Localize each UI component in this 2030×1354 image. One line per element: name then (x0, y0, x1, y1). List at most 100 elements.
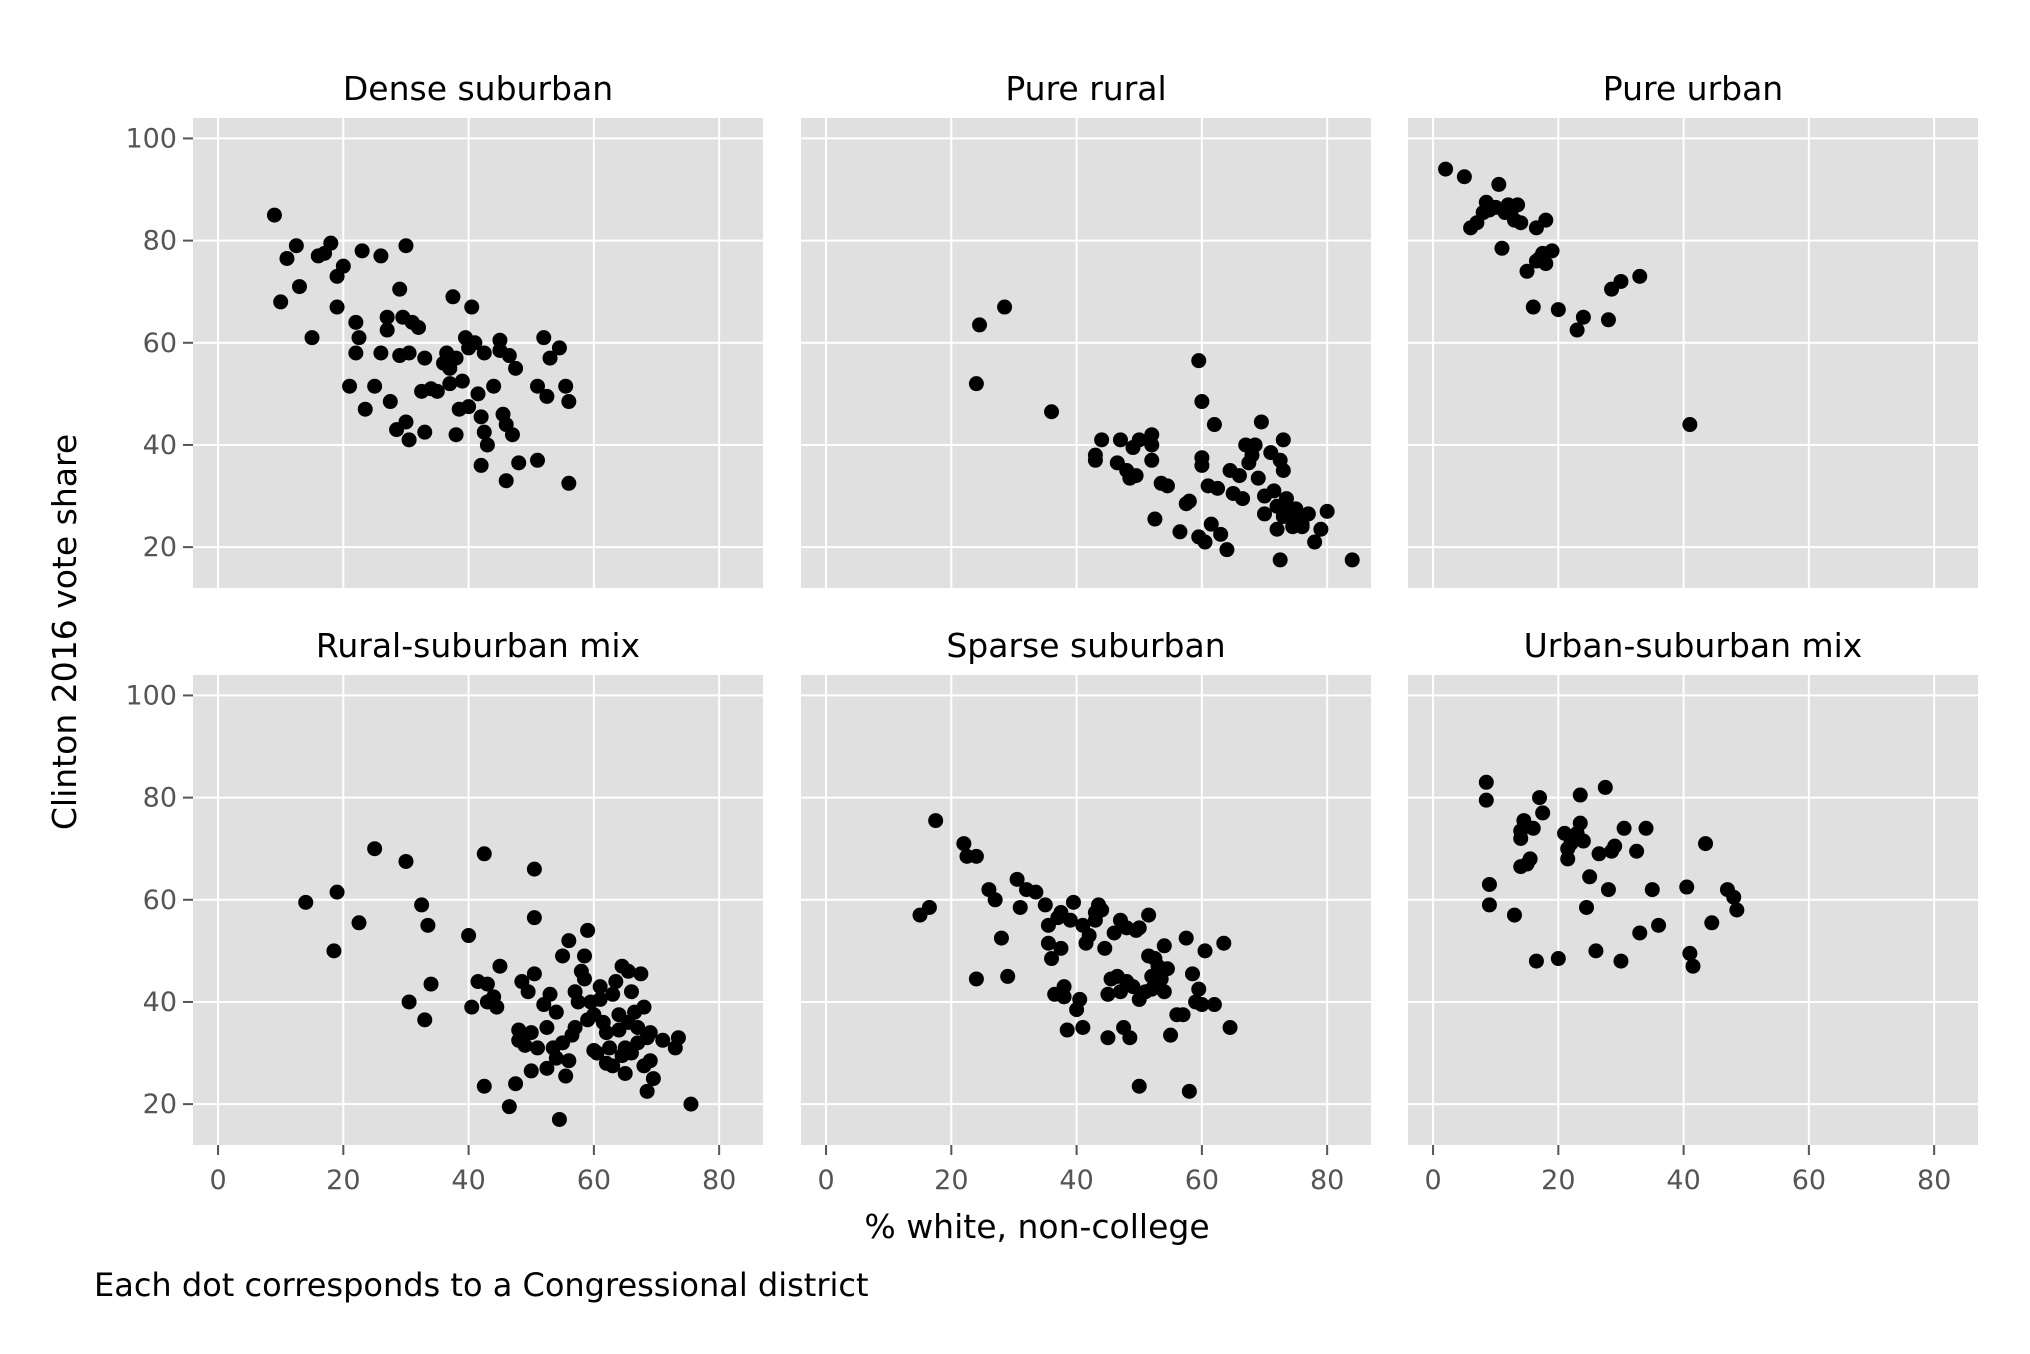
data-point (417, 1012, 433, 1028)
data-point (1231, 468, 1247, 484)
data-point (464, 299, 480, 315)
data-point (1131, 432, 1147, 448)
data-point (1197, 943, 1213, 959)
data-point (561, 394, 577, 410)
x-axis-title: % white, non-college (864, 1207, 1209, 1246)
data-point (1525, 820, 1541, 836)
facet-rural-suburban-mix: Rural-suburban mix 20 40 60 80 100 0 20 40 60 80 (125, 626, 763, 1196)
data-point (401, 432, 417, 448)
data-point (323, 235, 339, 251)
data-point (1194, 394, 1210, 410)
data-point (1550, 302, 1566, 318)
panel-background (1408, 675, 1978, 1145)
data-point (1181, 493, 1197, 509)
data-point (414, 897, 430, 913)
data-point (273, 294, 289, 310)
data-point (401, 994, 417, 1010)
data-point (1094, 432, 1110, 448)
data-point (1040, 935, 1056, 951)
data-point (476, 846, 492, 862)
data-point (1535, 805, 1551, 821)
data-point (279, 250, 295, 266)
data-point (968, 376, 984, 392)
data-point (1131, 920, 1147, 936)
data-point (1616, 820, 1632, 836)
data-point (558, 1068, 574, 1084)
data-point (526, 966, 542, 982)
data-point (429, 383, 445, 399)
data-point (357, 401, 373, 417)
data-point (592, 979, 608, 995)
facet-title: Rural-suburban mix (316, 626, 640, 665)
data-point (367, 841, 383, 857)
data-point (1122, 1030, 1138, 1046)
data-point (1247, 437, 1263, 453)
data-point (1159, 478, 1175, 494)
data-point (511, 455, 527, 471)
data-point (526, 861, 542, 877)
data-point (1478, 774, 1494, 790)
data-point (379, 309, 395, 325)
data-point (454, 373, 470, 389)
data-point (298, 894, 314, 910)
panel-background (801, 675, 1371, 1145)
data-point (530, 1040, 546, 1056)
data-point (1009, 871, 1025, 887)
data-point (348, 345, 364, 361)
data-point (417, 350, 433, 366)
facet-title: Dense suburban (343, 69, 613, 108)
data-point (448, 350, 464, 366)
data-point (417, 424, 433, 440)
data-point (1522, 851, 1538, 867)
data-point (410, 319, 426, 335)
data-point (1131, 1078, 1147, 1094)
data-point (1651, 917, 1667, 933)
data-point (342, 378, 358, 394)
data-point (1588, 943, 1604, 959)
data-point (1513, 215, 1529, 231)
data-point (1600, 312, 1616, 328)
data-point (1532, 790, 1548, 806)
data-point (1575, 833, 1591, 849)
data-point (1181, 1083, 1197, 1099)
data-point (1438, 161, 1454, 177)
data-point (1159, 961, 1175, 977)
data-point (548, 1050, 564, 1066)
data-point (536, 330, 552, 346)
data-point (382, 394, 398, 410)
data-point (1172, 524, 1188, 540)
data-point (1729, 902, 1745, 918)
data-point (968, 848, 984, 864)
data-point (1613, 273, 1629, 289)
data-point (348, 314, 364, 330)
data-point (398, 853, 414, 869)
data-point (630, 1020, 646, 1035)
data-point (1478, 792, 1494, 808)
data-point (558, 378, 574, 394)
data-point (605, 986, 621, 1002)
data-point (1235, 491, 1251, 507)
data-point (1087, 447, 1103, 463)
data-point (1141, 907, 1157, 923)
data-point (1191, 981, 1207, 997)
data-point (1679, 879, 1695, 895)
data-point (520, 984, 536, 1000)
data-point (523, 1025, 539, 1041)
data-point (461, 928, 477, 944)
x-tick-label: 60 (577, 1165, 611, 1196)
data-point (1194, 997, 1210, 1013)
x-tick-label: 0 (209, 1165, 226, 1196)
data-point (993, 930, 1009, 946)
data-point (398, 238, 414, 254)
x-tick-label: 20 (326, 1165, 360, 1196)
data-point (1682, 945, 1698, 961)
data-point (972, 317, 988, 333)
facet-sparse-suburban: Sparse suburban 0 20 40 60 80 (801, 626, 1371, 1196)
data-point (636, 999, 652, 1015)
data-point (683, 1096, 699, 1112)
data-point (1528, 953, 1544, 969)
data-point (561, 475, 577, 491)
data-point (589, 1045, 605, 1061)
x-tick-label: 40 (1059, 1165, 1093, 1196)
facet-panels: Dense suburban 20 40 60 80 100 Pure rural Pure … (125, 69, 1978, 1196)
